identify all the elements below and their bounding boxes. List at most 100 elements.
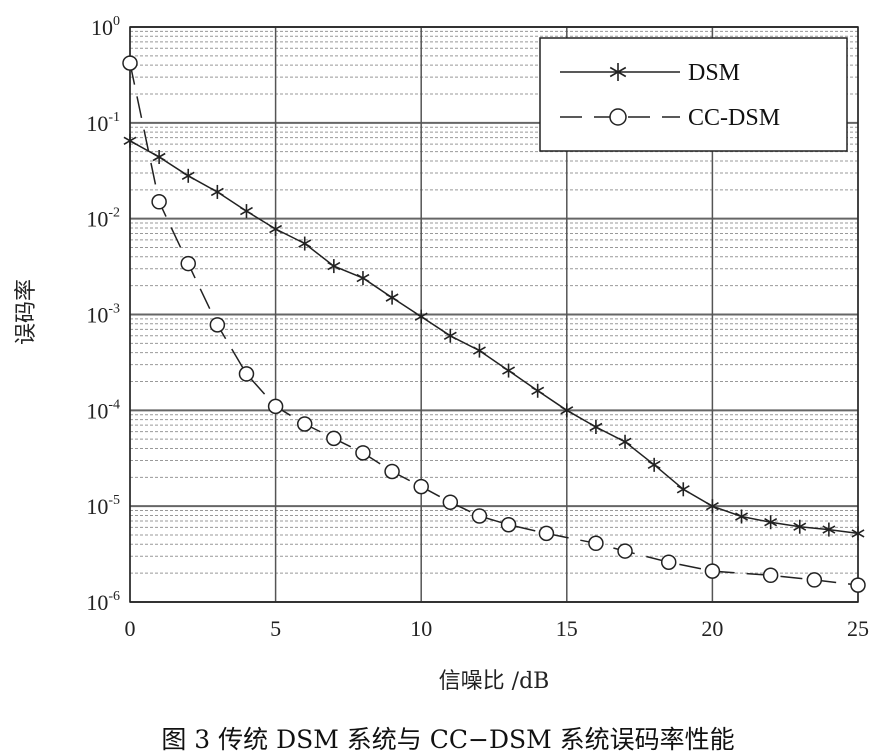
asterisk-stroke (560, 406, 574, 415)
x-axis-title: 信噪比 /dB (439, 669, 550, 694)
point-ccdsm (209, 317, 226, 333)
legend-marker-dsm (609, 63, 627, 81)
point-dsm (822, 522, 836, 537)
y-tick-label: 10-2 (86, 206, 120, 232)
y-tick-label: 10-4 (86, 397, 120, 423)
point-ccdsm (617, 543, 633, 559)
y-tick-labels: 100 10-1 10-2 10-3 10-4 10-5 10-6 (86, 14, 120, 615)
x-tick-label: 15 (556, 616, 578, 641)
x-tick-labels: 0 5 10 15 20 25 (125, 616, 870, 641)
legend-box (539, 37, 848, 152)
asterisk-stroke (443, 331, 457, 340)
x-tick-label: 20 (701, 616, 723, 641)
asterisk-stroke (502, 366, 516, 375)
series-line-ccdsm (129, 62, 859, 586)
point-dsm (181, 168, 195, 183)
point-ccdsm (413, 478, 429, 495)
point-dsm (647, 457, 661, 472)
legend: DSM CC-DSM (539, 37, 848, 152)
point-ccdsm (471, 508, 488, 524)
point-dsm (764, 515, 778, 530)
legend-marker-ccdsm (609, 108, 627, 126)
point-dsm (705, 499, 719, 514)
point-dsm (531, 383, 545, 398)
asterisk-stroke (676, 485, 690, 494)
point-ccdsm (538, 525, 555, 542)
point-dsm (269, 222, 283, 237)
point-ccdsm (122, 55, 138, 71)
asterisk-stroke (531, 386, 545, 395)
point-ccdsm (588, 535, 604, 552)
asterisk-stroke (618, 437, 632, 446)
point-dsm (589, 420, 603, 435)
point-dsm (618, 434, 632, 449)
x-tick-label: 0 (125, 616, 136, 641)
point-dsm (385, 290, 399, 305)
asterisk-stroke (647, 460, 661, 470)
series-group (122, 55, 866, 593)
point-dsm (356, 271, 370, 286)
series-line-dsm (129, 140, 859, 535)
point-ccdsm (326, 430, 342, 447)
asterisk-stroke (472, 346, 486, 355)
point-dsm (327, 259, 341, 274)
x-tick-label: 5 (270, 616, 281, 641)
asterisk-stroke (735, 512, 748, 521)
point-ccdsm (660, 554, 677, 570)
asterisk-stroke (705, 501, 719, 511)
point-dsm (152, 150, 166, 165)
asterisk-stroke (356, 273, 370, 283)
y-tick-label: 10-1 (86, 110, 120, 136)
y-tick-label: 10-6 (86, 589, 120, 615)
asterisk-stroke (240, 206, 253, 216)
y-tick-label: 10-3 (86, 302, 120, 328)
point-dsm (298, 236, 312, 251)
figure-caption: 图 3 传统 DSM 系统与 CC−DSM 系统误码率性能 (161, 725, 734, 754)
point-ccdsm (238, 366, 255, 382)
asterisk-stroke (764, 518, 778, 527)
point-dsm (414, 309, 428, 324)
asterisk-stroke (152, 152, 166, 162)
asterisk-stroke (298, 239, 312, 248)
asterisk-stroke (210, 187, 224, 197)
point-ccdsm (806, 572, 823, 588)
x-tick-label: 25 (847, 616, 869, 641)
legend-label-dsm: DSM (688, 60, 740, 86)
point-ccdsm (267, 398, 284, 415)
point-ccdsm (151, 194, 167, 210)
point-dsm (560, 403, 574, 418)
asterisk-stroke (269, 224, 283, 234)
point-dsm (472, 343, 486, 358)
asterisk-stroke (851, 529, 865, 538)
y-axis-title: 误码率 (14, 279, 39, 345)
point-dsm (210, 184, 224, 199)
point-ccdsm (180, 255, 196, 272)
asterisk-stroke (589, 422, 603, 432)
point-ccdsm (762, 567, 779, 584)
asterisk-stroke (414, 312, 428, 321)
x-tick-label: 10 (410, 616, 432, 641)
y-tick-label: 10-5 (86, 493, 120, 519)
point-ccdsm (355, 445, 371, 461)
asterisk-stroke (181, 171, 195, 181)
point-dsm (735, 509, 748, 524)
point-ccdsm (384, 463, 400, 480)
point-ccdsm (850, 577, 866, 593)
asterisk-stroke (793, 522, 807, 531)
asterisk-stroke (385, 293, 399, 302)
point-dsm (123, 133, 137, 148)
point-dsm (851, 526, 865, 541)
point-dsm (240, 204, 253, 219)
point-dsm (793, 519, 807, 534)
point-ccdsm (500, 516, 517, 533)
legend-label-ccdsm: CC-DSM (688, 105, 780, 131)
asterisk-stroke (327, 261, 341, 271)
asterisk-stroke (822, 525, 836, 534)
asterisk-stroke (123, 136, 137, 145)
asterisk-stroke (609, 66, 627, 78)
y-tick-label: 100 (91, 14, 120, 40)
point-ccdsm (296, 416, 313, 432)
point-dsm (676, 482, 690, 497)
point-ccdsm (442, 494, 459, 510)
